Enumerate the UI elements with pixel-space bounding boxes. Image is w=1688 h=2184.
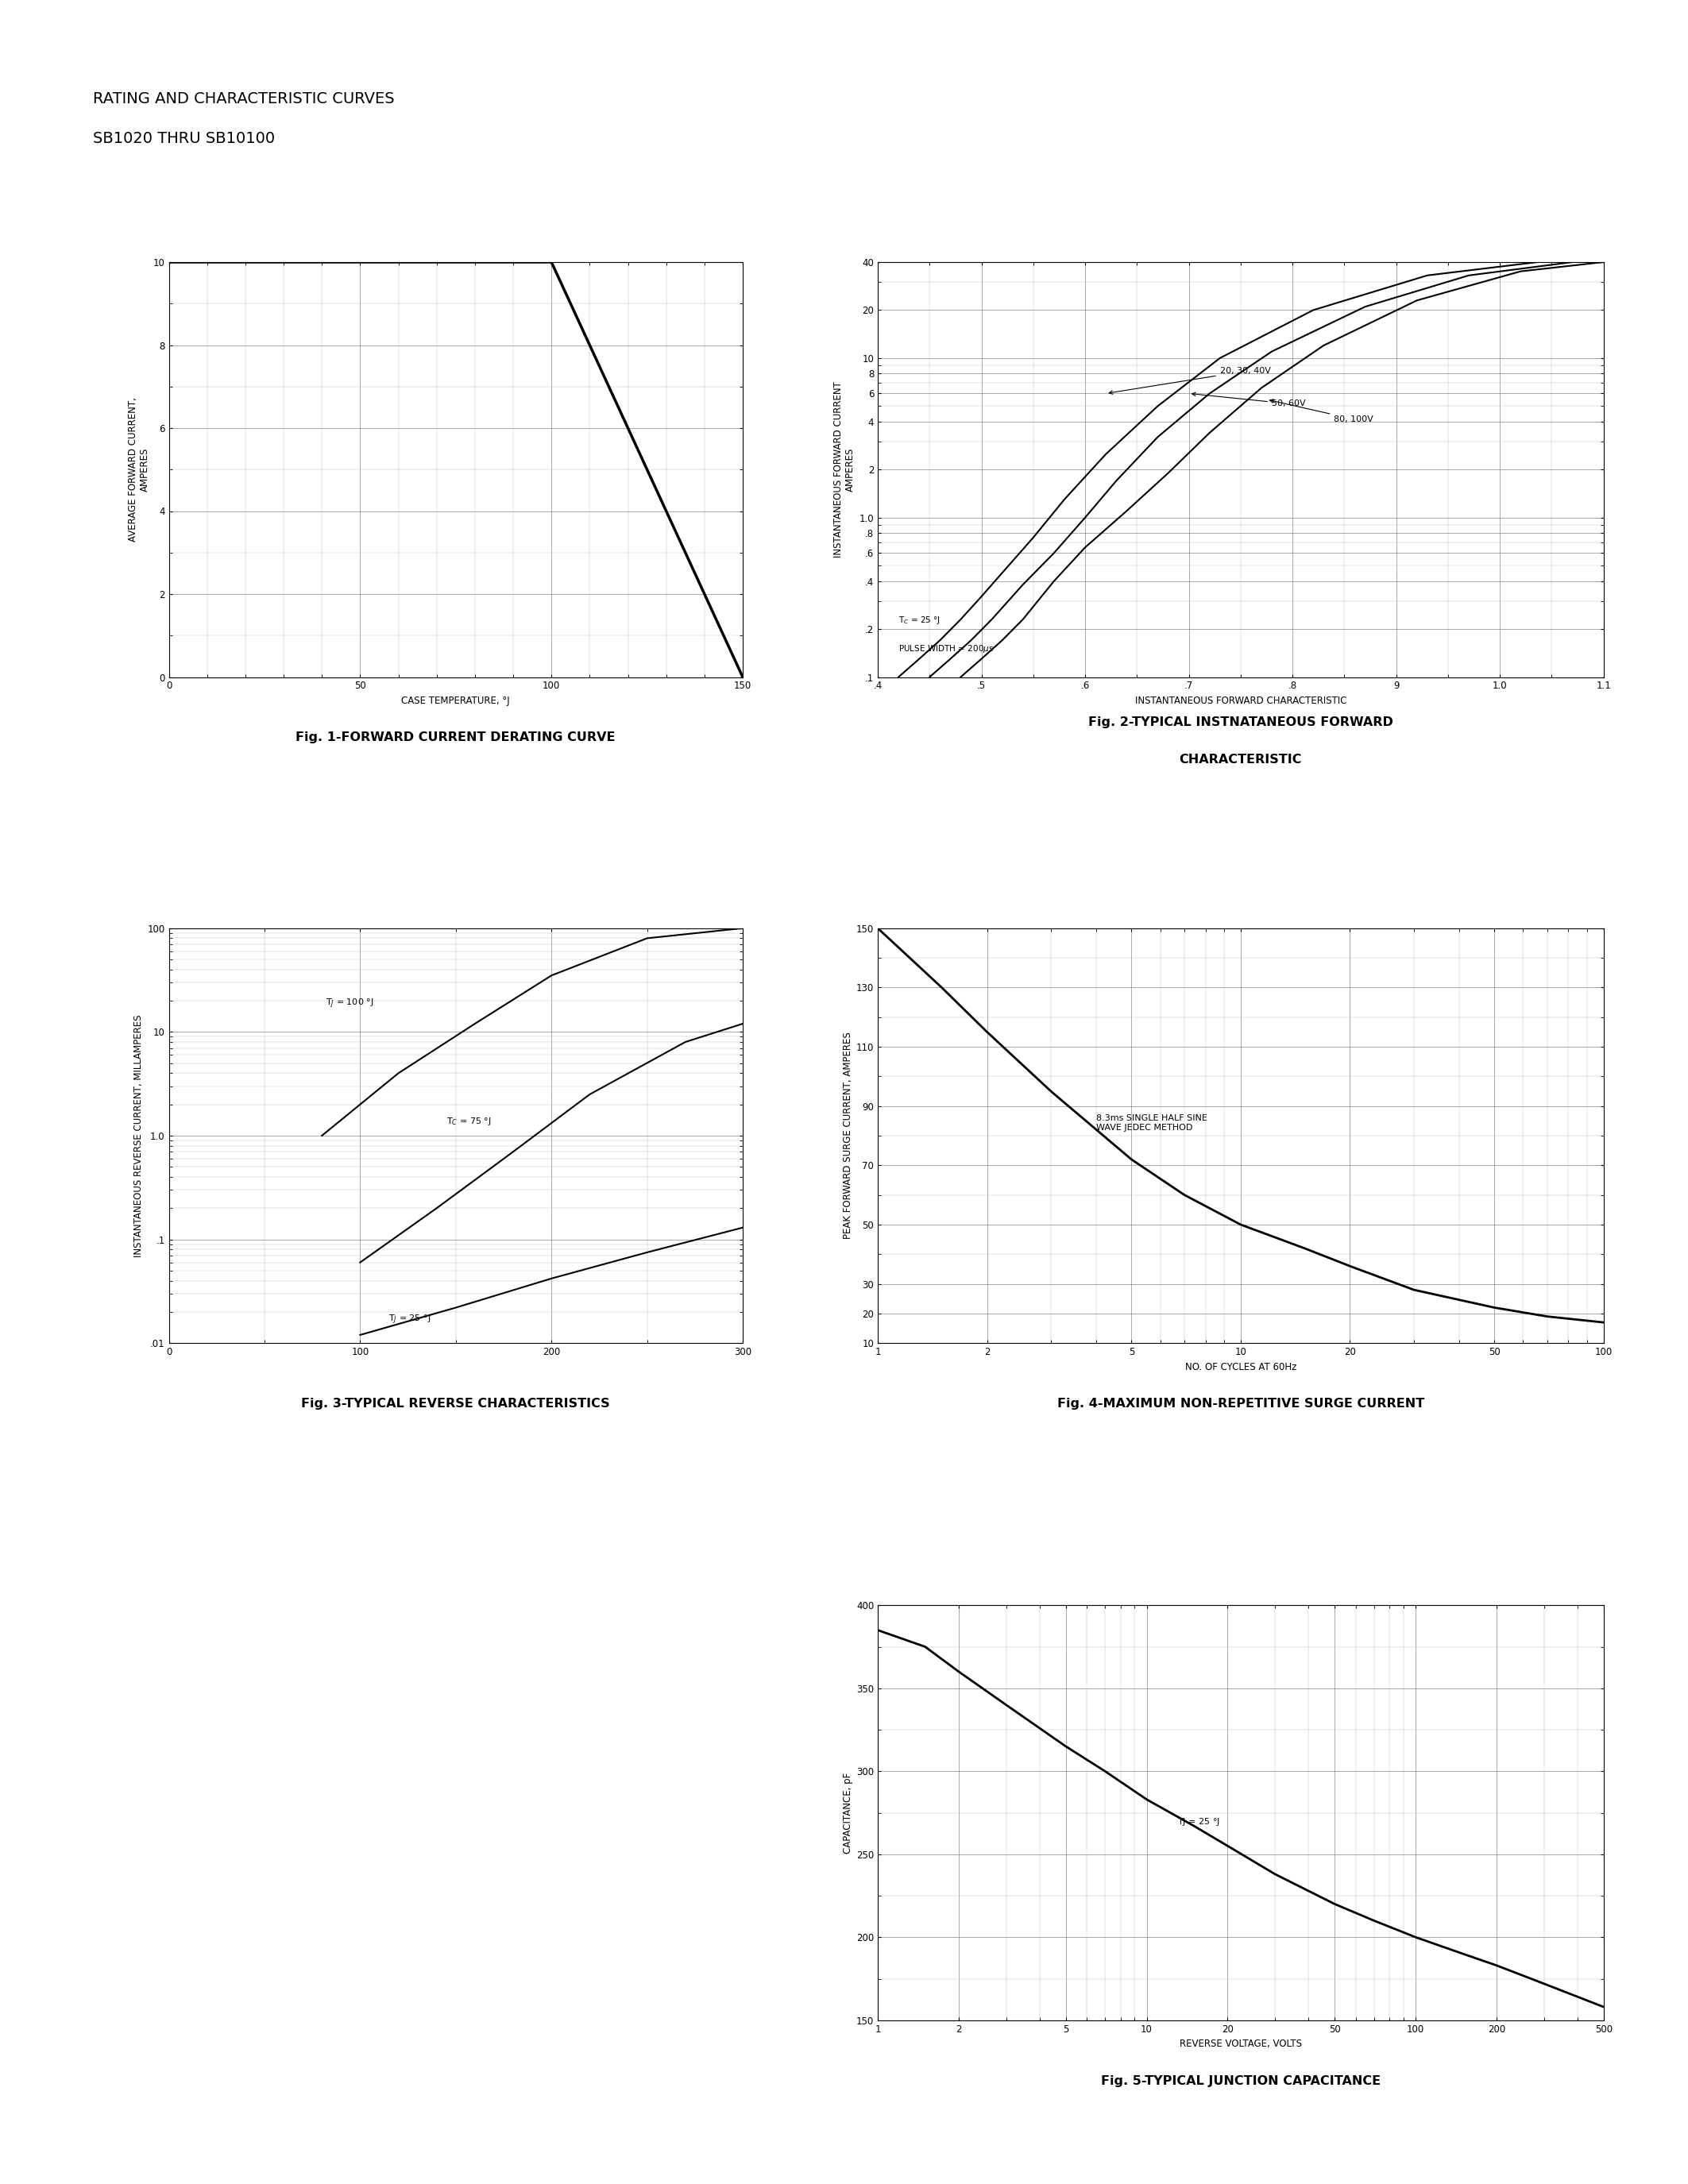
Text: Fig. 4-MAXIMUM NON-REPETITIVE SURGE CURRENT: Fig. 4-MAXIMUM NON-REPETITIVE SURGE CURR…	[1057, 1398, 1425, 1409]
Y-axis label: INSTANTANEOUS FORWARD CURRENT
AMPERES: INSTANTANEOUS FORWARD CURRENT AMPERES	[834, 382, 856, 557]
Text: T$_J$ = 100 $\degree$J: T$_J$ = 100 $\degree$J	[326, 998, 373, 1009]
Text: 50, 60V: 50, 60V	[1192, 393, 1305, 408]
Text: Fig. 2-TYPICAL INSTNATANEOUS FORWARD: Fig. 2-TYPICAL INSTNATANEOUS FORWARD	[1089, 716, 1393, 727]
Y-axis label: AVERAGE FORWARD CURRENT,
AMPERES: AVERAGE FORWARD CURRENT, AMPERES	[128, 397, 150, 542]
Text: CHARACTERISTIC: CHARACTERISTIC	[1180, 753, 1301, 764]
Text: PULSE WIDTH = 200$\mu$s: PULSE WIDTH = 200$\mu$s	[898, 644, 994, 655]
Text: T$_J$ = 25 $\degree$J: T$_J$ = 25 $\degree$J	[388, 1313, 430, 1326]
Text: SB1020 THRU SB10100: SB1020 THRU SB10100	[93, 131, 275, 146]
X-axis label: REVERSE VOLTAGE, VOLTS: REVERSE VOLTAGE, VOLTS	[1180, 2040, 1301, 2049]
X-axis label: INSTANTANEOUS FORWARD CHARACTERISTIC: INSTANTANEOUS FORWARD CHARACTERISTIC	[1134, 697, 1347, 705]
Y-axis label: CAPACITANCE, pF: CAPACITANCE, pF	[842, 1771, 852, 1854]
X-axis label: NO. OF CYCLES AT 60Hz: NO. OF CYCLES AT 60Hz	[1185, 1363, 1296, 1372]
Text: 20, 30, 40V: 20, 30, 40V	[1109, 367, 1271, 393]
Text: 80, 100V: 80, 100V	[1269, 400, 1374, 424]
Text: Fig. 5-TYPICAL JUNCTION CAPACITANCE: Fig. 5-TYPICAL JUNCTION CAPACITANCE	[1101, 2075, 1381, 2086]
Text: T$_C$ = 25 $\degree$J: T$_C$ = 25 $\degree$J	[898, 614, 940, 625]
Text: RATING AND CHARACTERISTIC CURVES: RATING AND CHARACTERISTIC CURVES	[93, 92, 395, 107]
X-axis label: CASE TEMPERATURE, °J: CASE TEMPERATURE, °J	[402, 697, 510, 705]
Text: T$_C$ = 75 $\degree$J: T$_C$ = 75 $\degree$J	[446, 1116, 491, 1127]
Text: Fig. 3-TYPICAL REVERSE CHARACTERISTICS: Fig. 3-TYPICAL REVERSE CHARACTERISTICS	[302, 1398, 609, 1409]
Y-axis label: PEAK FORWARD SURGE CURRENT, AMPERES: PEAK FORWARD SURGE CURRENT, AMPERES	[842, 1033, 852, 1238]
Text: TJ = 25 $\degree$J: TJ = 25 $\degree$J	[1177, 1817, 1220, 1828]
Text: 8.3ms SINGLE HALF SINE
WAVE JEDEC METHOD: 8.3ms SINGLE HALF SINE WAVE JEDEC METHOD	[1096, 1114, 1207, 1131]
Y-axis label: INSTANTANEOUS REVERSE CURRENT, MILLAMPERES: INSTANTANEOUS REVERSE CURRENT, MILLAMPER…	[133, 1013, 143, 1258]
Text: Fig. 1-FORWARD CURRENT DERATING CURVE: Fig. 1-FORWARD CURRENT DERATING CURVE	[295, 732, 616, 743]
